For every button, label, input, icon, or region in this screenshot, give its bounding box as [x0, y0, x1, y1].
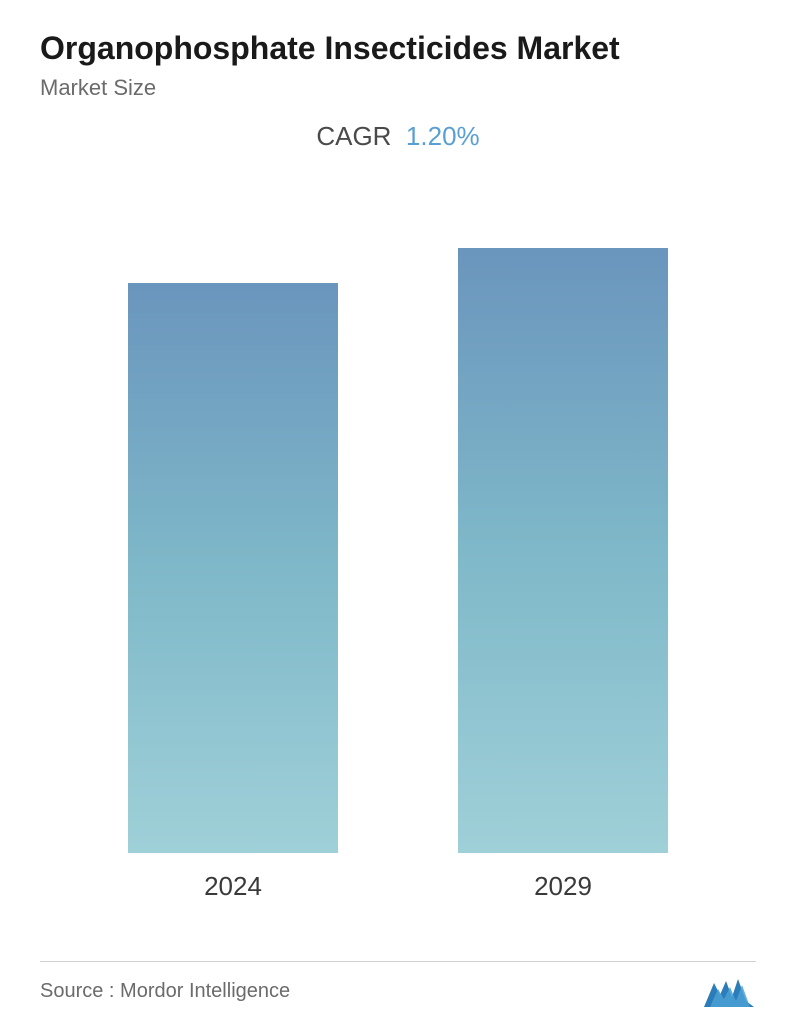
bar-wrapper-2029: 2029	[458, 248, 668, 902]
source-text: Source : Mordor Intelligence	[40, 980, 290, 1003]
chart-area: 2024 2029	[40, 212, 756, 902]
bar-2024	[128, 283, 338, 853]
bar-wrapper-2024: 2024	[128, 283, 338, 902]
cagr-label: CAGR	[316, 121, 391, 151]
bar-label-2029: 2029	[534, 871, 592, 902]
cagr-value: 1.20%	[406, 121, 480, 151]
footer: Source : Mordor Intelligence	[40, 961, 756, 1009]
chart-subtitle: Market Size	[40, 75, 756, 101]
bar-2029	[458, 248, 668, 853]
chart-title: Organophosphate Insecticides Market	[40, 30, 756, 67]
bar-label-2024: 2024	[204, 871, 262, 902]
mordor-logo-icon	[702, 973, 756, 1009]
cagr-container: CAGR 1.20%	[40, 121, 756, 152]
